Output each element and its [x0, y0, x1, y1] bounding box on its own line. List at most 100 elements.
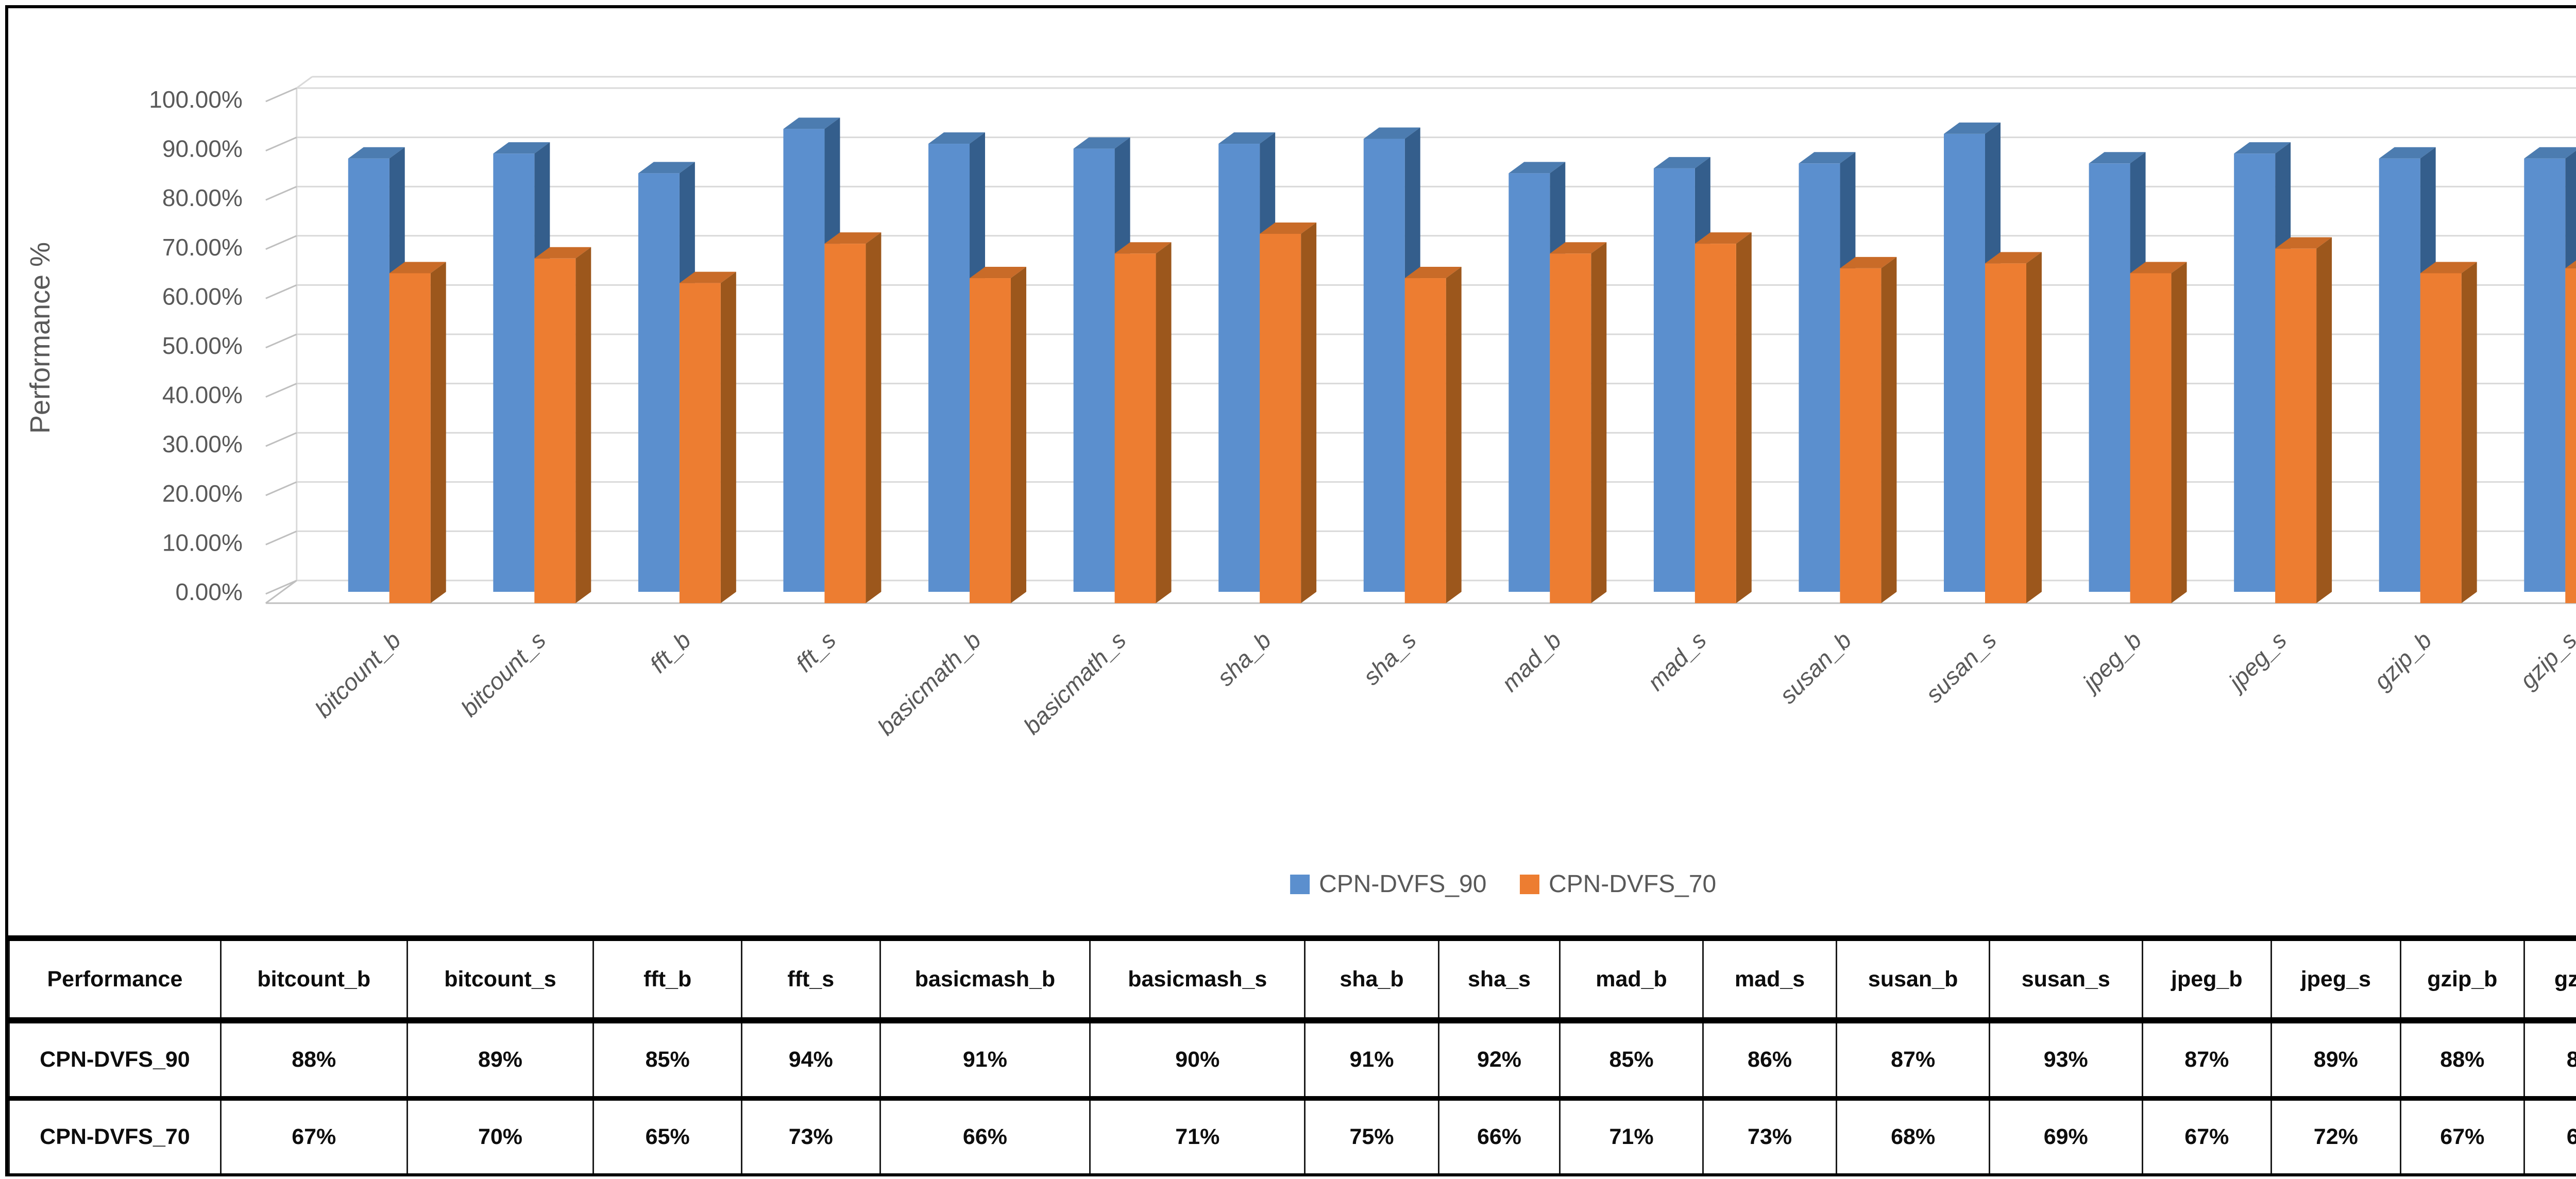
table-cell: 91% [879, 1020, 1091, 1099]
bar-group-sha_s [1363, 127, 1462, 603]
table-cell: 87% [2141, 1020, 2273, 1099]
bar-CPN-DVFS_90-sha_s-front [1363, 139, 1405, 592]
bar-CPN-DVFS_90-susan_s-top [1944, 122, 2001, 134]
bar-CPN-DVFS_70-gzip_s-top [2565, 260, 2576, 268]
ytick-10 [265, 531, 297, 545]
table-cell: 91% [1304, 1020, 1439, 1099]
table-cell: 71% [1559, 1098, 1704, 1173]
ytick-70 [265, 235, 297, 250]
legend-item-CPN-DVFS_90: CPN-DVFS_90 [1290, 870, 1486, 898]
table-header-cell: susan_b [1836, 938, 1990, 1020]
bar-CPN-DVFS_70-sha_b-side [1301, 223, 1317, 603]
y-axis-tick-label: 70.00% [162, 234, 243, 261]
table-cell: 87% [1836, 1020, 1990, 1099]
legend-item-CPN-DVFS_70: CPN-DVFS_70 [1519, 870, 1716, 898]
bar-CPN-DVFS_70-susan_s-side [2026, 252, 2042, 603]
x-axis-label-fft_s: fft_s [790, 626, 841, 677]
table-header-cell: jpeg_b [2141, 938, 2273, 1020]
table-cell: 88% [2399, 1020, 2526, 1099]
bar-CPN-DVFS_90-basicmath_s-top [1073, 137, 1130, 149]
x-axis-label-gzip_b: gzip_b [2368, 626, 2437, 695]
bar-group-susan_s [1944, 122, 2042, 603]
bar-CPN-DVFS_90-susan_s-front [1944, 133, 1985, 592]
bar-CPN-DVFS_70-basicmath_s-side [1156, 242, 1172, 603]
bar-CPN-DVFS_70-mad_s-front [1694, 244, 1736, 603]
ytick-90 [265, 136, 297, 151]
bar-CPN-DVFS_70-basicmath_b-front [970, 278, 1011, 603]
bar-group-jpeg_s [2234, 142, 2332, 603]
bar-CPN-DVFS_70-jpeg_s-side [2316, 237, 2332, 603]
bar-CPN-DVFS_70-gzip_b-top [2420, 262, 2477, 274]
bar-CPN-DVFS_90-sha_s-top [1363, 127, 1420, 139]
table-header-cell: basicmash_s [1089, 938, 1306, 1020]
table-cell: 66% [1437, 1098, 1561, 1173]
table-cell: 94% [740, 1020, 881, 1099]
bar-CPN-DVFS_90-fft_b-top [638, 162, 695, 174]
table-row-CPN-DVFS_70: CPN-DVFS_70 67% 70% 65% 73% 66% 71% 75% 66% 71% 73… [8, 1098, 2576, 1173]
y-axis-tick-label: 0.00% [175, 578, 242, 605]
bar-CPN-DVFS_90-sha_b-top [1218, 132, 1276, 144]
table-cell: 67% [2141, 1098, 2273, 1173]
x-axis-label-jpeg_s: jpeg_s [2221, 626, 2292, 697]
table-header-cell: bitcount_s [406, 938, 595, 1020]
table-cell: 88% [219, 1020, 408, 1099]
legend-label: CPN-DVFS_70 [1549, 870, 1716, 898]
ytick-80 [265, 185, 297, 201]
table-row-label: CPN-DVFS_70 [8, 1098, 222, 1173]
bar-CPN-DVFS_70-bitcount_s-front [534, 258, 576, 603]
bar-CPN-DVFS_70-basicmath_b-side [1010, 267, 1026, 603]
x-axis-label-basicmath_s: basicmath_s [1018, 626, 1131, 739]
x-axis-label-mad_b: mad_b [1496, 626, 1566, 696]
y-axis-tick-label: 30.00% [162, 431, 243, 457]
x-axis-label-susan_b: susan_b [1774, 626, 1857, 709]
bar-CPN-DVFS_70-fft_s-front [824, 244, 866, 603]
table-header-cell: susan_s [1988, 938, 2143, 1020]
y-axis-tick-label: 80.00% [162, 184, 243, 211]
table-header-cell: fft_b [592, 938, 742, 1020]
table-cell: 66% [879, 1098, 1091, 1173]
bar-CPN-DVFS_90-susan_b-front [1799, 163, 1840, 592]
bar-CPN-DVFS_70-gzip_s-front [2565, 268, 2576, 603]
bar-CPN-DVFS_90-basicmath_b-top [928, 132, 986, 144]
bar-group-basicmath_b [928, 132, 1026, 603]
bar-group-jpeg_b [2089, 152, 2187, 604]
y-axis-tick-label: 20.00% [162, 480, 243, 507]
bar-group-mad_s [1653, 157, 1752, 603]
table-cell: 70% [406, 1098, 595, 1173]
bar-CPN-DVFS_90-jpeg_s-front [2234, 153, 2276, 592]
bar-CPN-DVFS_70-mad_s-side [1736, 232, 1752, 603]
y-axis-tick-label: 50.00% [162, 332, 243, 359]
data-table: Performance bitcount_b bitcount_s fft_b fft_… [8, 935, 2576, 1173]
table-header-cell: fft_s [740, 938, 881, 1020]
bar-CPN-DVFS_70-basicmath_s-front [1114, 253, 1156, 603]
table-header-cell: basicmash_b [879, 938, 1091, 1020]
table-header-cell: gzip_b [2399, 938, 2526, 1020]
chart-panel: 0.00% 10.00% 20.00% 30.00% 40.00% 50.00% 60.00… [8, 8, 2576, 935]
x-axis-label-gzip_s: gzip_s [2515, 626, 2576, 694]
bar-CPN-DVFS_90-gzip_b-front [2379, 158, 2420, 592]
table-row-CPN-DVFS_90: CPN-DVFS_90 88% 89% 85% 94% 91% 90% 91% 92% 85% 86… [8, 1020, 2576, 1099]
y-axis-title: Performance % [25, 242, 56, 434]
table-cell: 67% [2399, 1098, 2526, 1173]
table-header-cell: sha_b [1304, 938, 1439, 1020]
bar-CPN-DVFS_70-sha_s-top [1404, 267, 1462, 279]
bar-CPN-DVFS_70-susan_b-front [1840, 268, 1882, 603]
bar-CPN-DVFS_70-gzip_b-side [2461, 262, 2477, 604]
bar-CPN-DVFS_90-fft_s-top [783, 117, 840, 129]
bar-group-basicmath_s [1073, 137, 1172, 603]
x-axis-label-jpeg_b: jpeg_b [2075, 626, 2147, 698]
bar-CPN-DVFS_70-bitcount_b-front [389, 273, 431, 603]
table-header-cell: jpeg_s [2270, 938, 2401, 1020]
table-header-cell: mad_b [1559, 938, 1704, 1020]
bar-CPN-DVFS_70-mad_s-top [1694, 232, 1752, 244]
bar-CPN-DVFS_70-sha_s-side [1446, 267, 1462, 603]
bar-CPN-DVFS_90-mad_s-front [1653, 168, 1695, 592]
table-cell: 85% [592, 1020, 742, 1099]
table-header-cell: bitcount_b [219, 938, 408, 1020]
bar-CPN-DVFS_90-basicmath_s-front [1073, 148, 1115, 592]
bar-CPN-DVFS_90-bitcount_s-top [493, 142, 550, 154]
table-cell: 68% [1836, 1098, 1990, 1173]
bar-CPN-DVFS_70-fft_s-top [824, 232, 882, 244]
bar-CPN-DVFS_70-fft_b-top [679, 271, 736, 283]
table-cell: 75% [1304, 1098, 1439, 1173]
